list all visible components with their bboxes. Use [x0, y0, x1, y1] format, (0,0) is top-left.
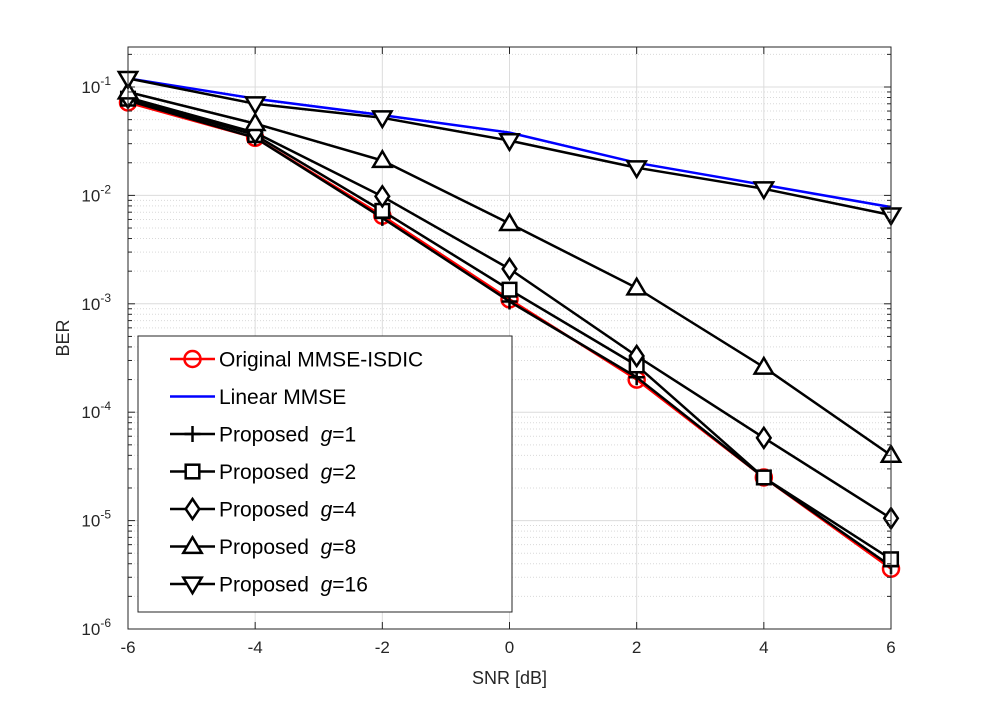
legend-label: Proposed g=8	[219, 536, 356, 559]
x-tick-label: 2	[632, 638, 641, 657]
data-point	[628, 343, 645, 369]
data-point	[498, 211, 521, 232]
y-tick-label: 10-5	[81, 508, 111, 531]
legend-entry: Linear MMSE	[170, 386, 346, 409]
series-proposed-g-16	[116, 70, 903, 227]
data-point	[370, 110, 394, 130]
data-point	[243, 111, 267, 132]
x-tick-label: 0	[505, 638, 514, 657]
x-tick-label: 6	[886, 638, 895, 657]
data-point	[755, 469, 772, 486]
legend-marker	[181, 576, 204, 596]
legend-entry: Proposed g=8	[170, 534, 356, 559]
legend-label: Proposed g=2	[219, 461, 356, 484]
x-tick-label: -2	[375, 638, 390, 657]
legend-marker	[184, 426, 201, 442]
data-point	[501, 256, 518, 282]
legend-label: Original MMSE-ISDIC	[219, 349, 423, 372]
data-point	[498, 132, 521, 153]
legend-marker	[184, 496, 201, 522]
x-tick-label: 4	[759, 638, 768, 657]
data-point	[501, 281, 518, 298]
x-tick-label: -4	[248, 638, 263, 657]
legend-entry: Proposed g=1	[170, 424, 356, 447]
series-proposed-g-8	[116, 80, 903, 463]
x-axis-label: SNR [dB]	[472, 668, 547, 688]
x-tick-label: -6	[120, 638, 135, 657]
series-layer	[116, 70, 903, 578]
legend: Original MMSE-ISDIC Linear MMSE Proposed g…	[137, 335, 513, 613]
legend-entry: Proposed g=2	[170, 461, 356, 484]
data-point	[243, 96, 267, 116]
y-tick-label: 10-6	[81, 616, 111, 639]
legend-entry: Original MMSE-ISDIC	[170, 349, 423, 372]
data-point	[625, 160, 649, 180]
y-tick-label: 10-1	[81, 74, 111, 97]
legend-marker	[183, 349, 202, 369]
y-tick-label: 10-3	[81, 291, 111, 314]
legend-label: Proposed g=16	[219, 574, 368, 597]
legend-marker	[184, 463, 201, 480]
data-point	[752, 181, 776, 201]
data-point	[752, 355, 776, 375]
legend-entry: Proposed g=4	[170, 496, 357, 522]
data-point	[374, 184, 391, 209]
legend-label: Proposed g=1	[219, 424, 356, 447]
legend-label: Proposed g=4	[219, 499, 357, 522]
legend-marker	[181, 534, 204, 555]
legend-label: Linear MMSE	[219, 386, 346, 409]
data-point	[755, 425, 773, 451]
axis-ticks: -6 -4 -2 0 2 4 6 10-6 10-5 10-4 10-3 10-2 10-1	[81, 47, 896, 657]
y-tick-label: 10-2	[81, 182, 111, 205]
legend-entry: Proposed g=16	[170, 574, 368, 597]
data-point	[370, 148, 394, 169]
data-point	[625, 276, 649, 296]
y-axis-label: BER	[53, 319, 73, 356]
y-tick-label: 10-4	[81, 399, 111, 422]
